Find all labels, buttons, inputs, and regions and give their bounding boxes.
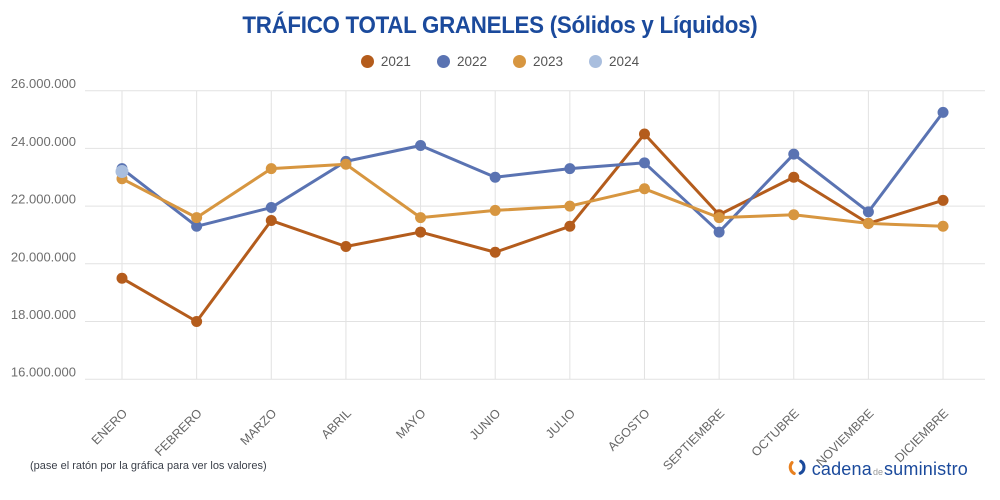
legend-item-2021[interactable]: 2021 xyxy=(360,54,411,69)
data-point-2022[interactable] xyxy=(415,140,427,152)
logo-word-suministro: suministro xyxy=(883,459,968,479)
x-axis-label: FEBRERO xyxy=(152,406,205,459)
data-point-2023[interactable] xyxy=(265,163,277,175)
data-point-2022[interactable] xyxy=(788,148,800,160)
data-point-2022[interactable] xyxy=(489,171,501,183)
x-axis-label: OCTUBRE xyxy=(749,406,802,459)
x-axis-label: JULIO xyxy=(543,406,578,441)
data-point-2023[interactable] xyxy=(638,183,650,195)
data-point-2022[interactable] xyxy=(638,157,650,169)
data-point-2021[interactable] xyxy=(638,128,650,140)
data-point-2023[interactable] xyxy=(489,204,501,216)
legend-dot-2024 xyxy=(589,55,603,68)
data-point-2021[interactable] xyxy=(340,240,352,252)
data-point-2021[interactable] xyxy=(788,171,800,183)
legend-dot-2023 xyxy=(513,55,526,68)
legend-dot-2021 xyxy=(360,55,374,68)
x-axis-label: AGOSTO xyxy=(605,406,653,454)
x-axis-label: ENERO xyxy=(89,406,131,448)
data-point-2023[interactable] xyxy=(937,220,949,232)
data-point-2023[interactable] xyxy=(191,212,203,224)
x-axis-label: MARZO xyxy=(238,406,280,448)
data-point-2023[interactable] xyxy=(862,217,874,229)
legend-item-2023[interactable]: 2023 xyxy=(513,54,563,69)
data-point-2022[interactable] xyxy=(937,106,949,118)
data-point-2023[interactable] xyxy=(415,212,427,224)
y-axis-label: 26.000.000 xyxy=(11,76,76,91)
x-axis-label: MAYO xyxy=(393,406,428,441)
data-point-2022[interactable] xyxy=(564,163,576,175)
hover-hint-note: (pase el ratón por la gráfica para ver l… xyxy=(30,460,267,472)
data-point-2021[interactable] xyxy=(415,226,427,238)
series-line-2021 xyxy=(120,132,945,323)
x-axis-label: ABRIL xyxy=(319,406,354,441)
data-point-2022[interactable] xyxy=(862,206,874,218)
legend-label: 2023 xyxy=(533,54,564,69)
legend-label: 2022 xyxy=(456,54,487,69)
data-point-2022[interactable] xyxy=(191,220,203,232)
logo-word-de: de xyxy=(872,467,883,477)
data-point-2023[interactable] xyxy=(564,200,576,212)
y-axis-label: 24.000.000 xyxy=(11,134,76,149)
logo-circle-icon xyxy=(788,459,806,476)
series-line-2023 xyxy=(120,162,945,228)
legend-item-2024[interactable]: 2024 xyxy=(589,54,639,69)
x-axis-label: JUNIO xyxy=(467,406,504,443)
x-axis-label: SEPTIEMBRE xyxy=(660,406,727,473)
data-point-2021[interactable] xyxy=(489,246,501,258)
data-point-2022[interactable] xyxy=(713,226,725,238)
y-axis-label: 22.000.000 xyxy=(11,192,76,207)
data-point-2022[interactable] xyxy=(265,202,277,214)
legend-dot-2022 xyxy=(436,55,450,68)
y-axis-label: 16.000.000 xyxy=(11,365,76,380)
data-point-2021[interactable] xyxy=(564,220,576,232)
chart-title: TRÁFICO TOTAL GRANELES (Sólidos y Líquid… xyxy=(242,12,758,39)
data-point-2021[interactable] xyxy=(191,316,203,327)
data-point-2021[interactable] xyxy=(937,194,949,206)
data-point-2021[interactable] xyxy=(265,215,277,227)
logo-word-cadena: cadena xyxy=(811,459,872,479)
y-axis-label: 20.000.000 xyxy=(11,249,76,264)
series-line-2022 xyxy=(120,110,945,234)
data-point-2023[interactable] xyxy=(340,158,352,170)
y-axis-label: 18.000.000 xyxy=(11,307,76,322)
data-point-2021[interactable] xyxy=(116,272,128,284)
data-point-2023[interactable] xyxy=(788,209,800,221)
legend-item-2022[interactable]: 2022 xyxy=(436,54,487,69)
legend-label: 2024 xyxy=(609,54,640,69)
brand-logo[interactable]: cadena de suministro xyxy=(787,455,968,480)
legend-label: 2021 xyxy=(380,54,411,69)
legend: 2021 2022 2023 2024 xyxy=(0,54,1000,69)
data-point-2024[interactable] xyxy=(115,164,129,178)
data-point-2023[interactable] xyxy=(713,212,725,224)
